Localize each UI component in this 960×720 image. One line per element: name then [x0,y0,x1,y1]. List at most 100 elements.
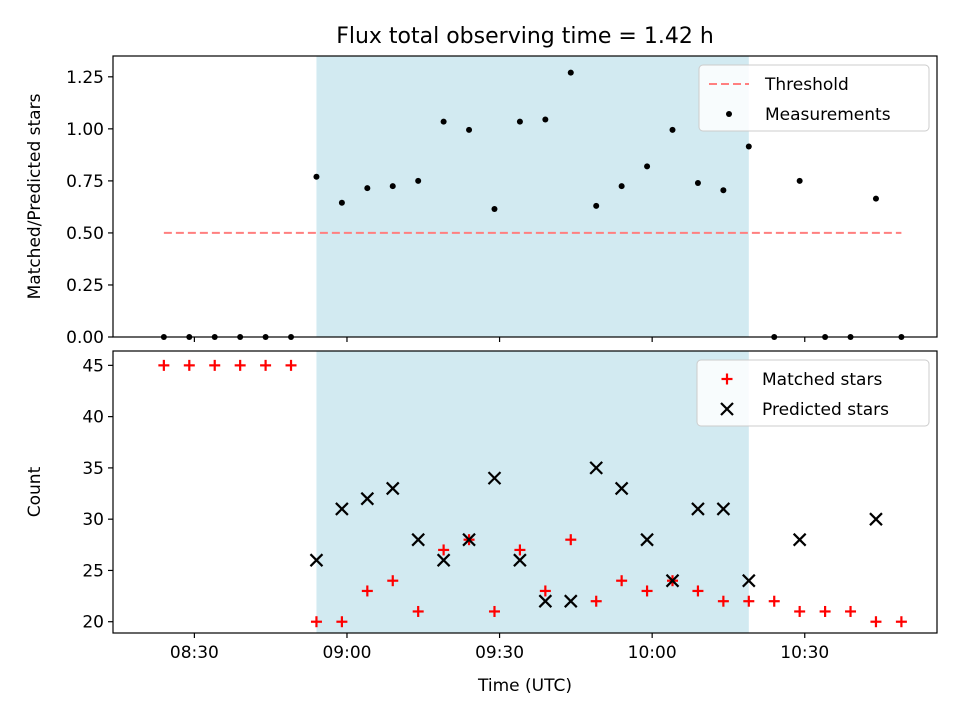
observing-interval-shade [316,351,749,633]
matched-stars-point [794,605,806,617]
measurement-point [567,69,574,76]
predicted-stars-point [335,502,349,516]
matched-stars-point [565,534,577,546]
measurement-point [669,126,676,133]
x-tick-label: 08:30 [170,643,219,663]
matched-stars-point [387,575,399,587]
y-tick-label: 30 [82,510,104,530]
measurement-point [694,179,701,186]
legend-label: Matched stars [762,370,882,390]
top-panel: 0.00 0.25 0.50 0.75 1.00 1.25 Matched/Predicte… [25,55,938,348]
measurement-point [466,126,473,133]
matched-stars-point [260,359,272,371]
matched-stars-point [158,359,170,371]
predicted-stars-point [513,553,527,567]
y-tick-label: 45 [82,356,104,376]
y-tick-label: 0.75 [66,172,104,192]
x-tick-label: 09:30 [475,643,524,663]
predicted-stars-point [385,481,400,496]
predicted-stars-point [640,532,654,547]
predicted-stars-point [742,573,756,588]
y-tick-label: 20 [82,613,104,633]
y-tick-label: 1.25 [66,68,104,88]
matched-stars-point [819,605,831,617]
measurement-point [389,183,396,190]
matched-stars-point [209,359,221,371]
matched-stars-point [895,616,907,628]
predicted-stars-point [462,532,476,547]
predicted-stars-point [436,553,451,567]
legend: Threshold Measurements [698,64,930,132]
measurement-point [516,118,523,125]
predicted-stars-point [360,491,375,506]
matched-stars-point [768,595,780,607]
predicted-stars-point [411,532,425,547]
predicted-stars-point [792,532,807,547]
matched-stars-point [336,616,348,628]
y-tick-label: 0.50 [66,224,104,244]
matched-stars-point [361,585,373,597]
measurement-point [618,183,625,190]
matched-stars-point [590,595,602,607]
matched-stars-point [870,616,882,628]
predicted-stars-point [589,461,603,475]
x-tick-label: 09:00 [322,643,371,663]
y-tick-label: 35 [82,459,104,479]
y-axis-label: Matched/Predicted stars [25,93,45,299]
measurement-point [415,177,422,184]
measurement-point [720,187,727,194]
measurement-point [542,116,549,123]
matched-stars-point [539,585,551,597]
measurement-point [872,195,879,202]
legend-measurement-swatch [726,111,732,117]
axes-frame [112,55,938,338]
x-tick-label: 10:30 [780,643,829,663]
matched-stars-point [514,544,526,556]
figure-title: Flux total observing time = 1.42 h [336,24,714,49]
predicted-stars-point [563,594,578,608]
predicted-stars-point [691,502,705,516]
x-axis-label: Time (UTC) [477,676,572,696]
legend-label: Measurements [765,105,891,125]
matched-stars-point [285,359,297,371]
x-tick-label: 10:00 [628,643,677,663]
measurement-point [644,163,651,170]
predicted-stars-point [665,573,680,588]
matched-stars-point [743,595,755,607]
predicted-stars-point [869,512,883,526]
predicted-stars-point [538,594,553,608]
predicted-stars-point [716,502,731,516]
legend-label: Predicted stars [762,400,889,420]
measurement-point [593,202,600,209]
matched-stars-point [641,585,653,597]
predicted-stars-point [309,553,324,567]
matched-stars-point [183,359,195,371]
matched-stars-point [488,605,500,617]
y-tick-label: 0.00 [66,328,104,348]
bottom-panel: 20 25 30 35 40 45 08:30 09:00 09:30 10:00 10:30 Cou… [25,350,938,696]
measurement-point [440,118,447,125]
legend-box [696,359,930,427]
axes-frame [112,350,938,634]
measurement-point [745,143,752,150]
matched-stars-point [234,359,246,371]
legend-predicted-swatch [720,402,734,416]
legend-label: Threshold [764,75,849,95]
measurement-point [491,205,498,212]
legend-box [698,64,930,132]
matched-stars-point [438,544,450,556]
y-tick-label: 40 [82,408,104,428]
matched-stars-point [616,575,628,587]
measurement-point [313,173,320,180]
predicted-stars-point [487,471,502,485]
measurement-point [338,199,345,206]
legend: Matched stars Predicted stars [696,359,930,427]
matched-stars-point [845,605,857,617]
y-tick-label: 0.25 [66,276,104,296]
matched-stars-point [412,605,424,617]
matched-stars-point [717,595,729,607]
predicted-stars-point [614,481,629,496]
y-tick-label: 25 [82,561,104,581]
observing-interval-shade [316,56,749,337]
